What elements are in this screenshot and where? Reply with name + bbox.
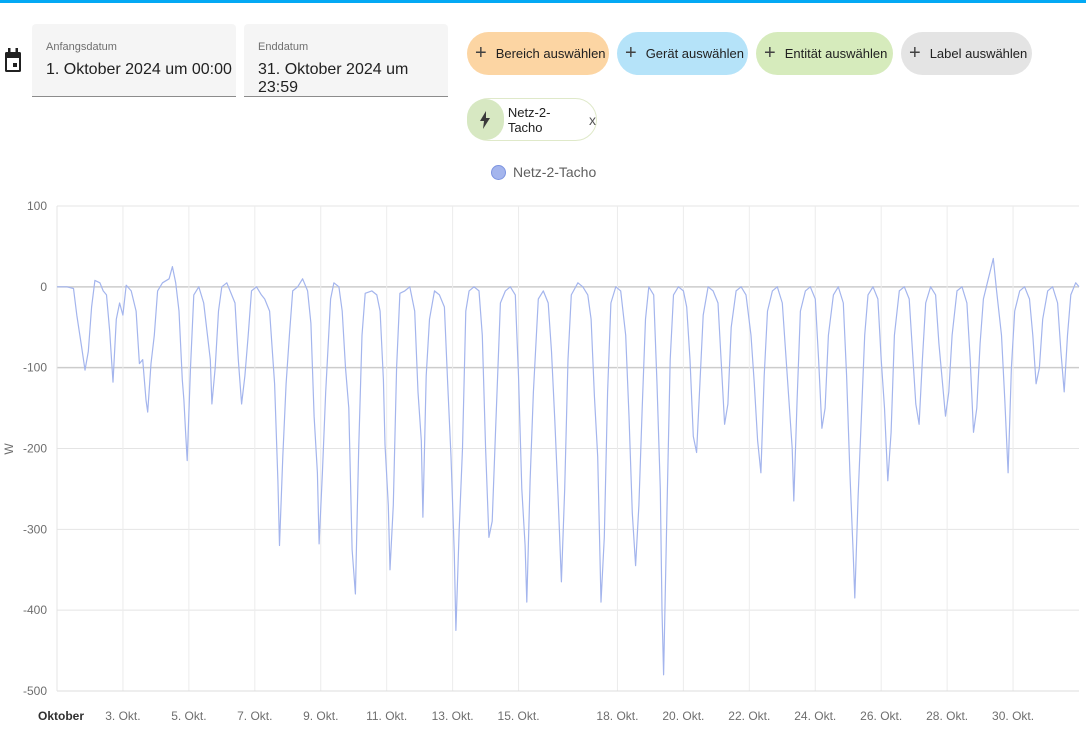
choose-device-label: Gerät auswählen [645,46,744,61]
selected-entity-chip[interactable]: Netz-2-Tacho x [467,98,597,141]
x-tick-label: 24. Okt. [794,709,836,723]
choose-area-button[interactable]: + Bereich auswählen [467,32,609,75]
x-tick-label: 13. Okt. [432,709,474,723]
chart-legend-item[interactable]: Netz-2-Tacho [491,164,596,180]
series-line-netz-2-tacho [57,257,1080,676]
legend-dot-icon [491,164,506,180]
y-tick-label: -500 [23,684,47,698]
lightning-bolt-icon [467,99,504,140]
x-tick-label: 15. Okt. [498,709,540,723]
end-date-label: Enddatum [258,41,309,53]
end-date-field[interactable]: Enddatum 31. Oktober 2024 um 23:59 [244,24,448,97]
y-tick-label: -400 [23,603,47,617]
y-tick-label: -100 [23,361,47,375]
y-tick-label: 0 [40,280,47,294]
selected-entity-name: Netz-2-Tacho [507,104,551,135]
start-date-value: 1. Oktober 2024 um 00:00 [46,61,232,78]
x-tick-label: 11. Okt. [366,709,407,723]
plus-icon: + [625,42,637,64]
legend-label: Netz-2-Tacho [513,164,597,180]
choose-label-label: Label auswählen [929,46,1028,61]
y-tick-label: -300 [23,522,47,536]
plus-icon: + [764,42,776,64]
remove-entity-icon[interactable]: x [589,111,596,128]
y-tick-label: -200 [23,442,47,456]
start-date-field[interactable]: Anfangsdatum 1. Oktober 2024 um 00:00 [32,24,236,97]
x-tick-label: 22. Okt. [728,709,770,723]
x-tick-label: 26. Okt. [860,709,902,723]
y-tick-label: 100 [27,199,47,213]
choose-area-label: Bereich auswählen [495,46,606,61]
plus-icon: + [475,42,487,64]
x-tick-label: 18. Okt. [596,709,638,723]
x-tick-label: 3. Okt. [105,709,140,723]
x-tick-label: 7. Okt. [237,709,272,723]
top-accent-bar [0,0,1086,3]
choose-label-button[interactable]: + Label auswählen [901,32,1032,75]
history-line-chart: 100 0 -100 -200 -300 -400 -500 Oktober 3. Okt. 5… [2,199,1080,723]
x-tick-label: 20. Okt. [662,709,704,723]
x-tick-label: Oktober [38,709,84,723]
x-tick-label: 28. Okt. [926,709,968,723]
x-tick-label: 9. Okt. [303,709,338,723]
end-date-value: 31. Oktober 2024 um 23:59 [258,61,409,96]
choose-entity-button[interactable]: + Entität auswählen [756,32,893,75]
plus-icon: + [909,42,921,64]
calendar-icon[interactable] [4,45,22,73]
y-axis-unit: W [2,443,16,455]
x-tick-label: 30. Okt. [992,709,1034,723]
choose-device-button[interactable]: + Gerät auswählen [617,32,748,75]
start-date-label: Anfangsdatum [46,41,117,53]
choose-entity-label: Entität auswählen [784,46,888,61]
x-tick-label: 5. Okt. [171,709,206,723]
